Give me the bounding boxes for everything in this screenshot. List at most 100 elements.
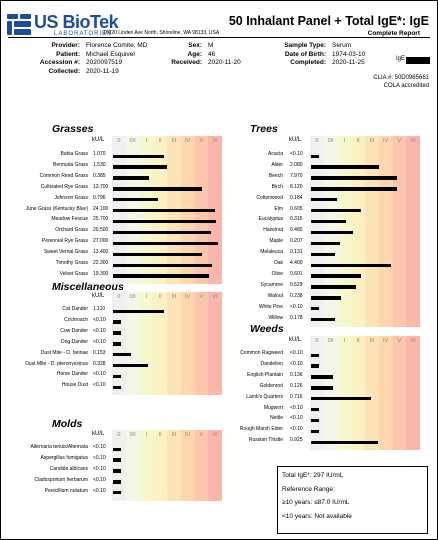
allergen-name: Perennial Rye Grass [41,238,88,245]
allergen-name: Aspergillus fumigatus [40,454,88,461]
sex-value: M [208,42,214,49]
result-bar [311,418,319,423]
result-row: Sycamore 0.529 [0,282,438,293]
age-value: 46 [208,50,216,58]
result-bar [311,165,380,169]
completed-label: Completed: [290,59,326,67]
allergen-value: 0.480 [290,227,303,234]
allergen-value: <0.10 [93,327,106,334]
class-label: I [139,292,154,396]
allergen-name: Olive [271,270,283,277]
allergen-value: <0.10 [290,415,303,422]
age-label: Age: [187,50,202,58]
result-bar [311,307,319,311]
class-scale-band: 0 0/I I II III IV V VI [310,336,420,451]
result-row: Rough Marsh Elder <0.10 [0,426,438,437]
allergen-name: Nettle [269,415,283,422]
result-row: Elm 0.605 [0,206,438,217]
allergen-name: Orchard Grass [55,227,88,234]
result-bar [311,285,357,289]
result-row: English Plantain 0.136 [0,372,438,383]
allergen-value: <0.10 [93,444,106,450]
allergen-name: English Plantain [247,371,283,378]
total-ige: Total IgE*: 297 IU/mL [282,472,344,479]
allergen-name: Elm [274,205,283,212]
result-bar [113,252,202,256]
result-row: Beech 7.970 [0,173,438,184]
allergen-value: 0.136 [290,371,303,378]
result-bar [113,364,148,368]
result-bar [311,187,398,191]
result-bar [113,209,215,213]
result-bar [113,230,212,235]
result-row: Dandelion <0.10 [0,361,438,372]
result-row: House Dust <0.10 [0,382,438,393]
clia-info: CLIA #: 50D0965661 COLA accredited [373,74,429,90]
result-bar [311,408,319,412]
allergen-name: Sweet Vernal Grass [43,249,88,256]
allergen-name: Russian Thistle [248,437,283,444]
result-row: Goldenrod 0.126 [0,383,438,394]
sample-type-value: Serum [332,42,352,49]
brand-name: US BioTek [34,12,119,32]
result-bar [113,274,210,278]
allergen-name: Candida albicans [49,465,88,472]
result-bar [113,176,149,180]
class-label: III [167,430,181,501]
result-bar [113,385,121,390]
allergen-value: 0.131 [290,249,303,256]
class-scale-band: 0 0/I I II III IV V VI [112,292,222,396]
allergen-name: Rough Marsh Elder [239,426,283,433]
allergen-name: Alternaria tenuis/Alternata [30,444,88,450]
result-bar [311,397,372,401]
allergen-name: Cottonwood [256,194,283,201]
result-row: Johnson Grass 0.796 [0,195,438,206]
result-row: Sweet Vernal Grass 13.400 [0,249,438,260]
result-row: Mugwort <0.10 [0,405,438,416]
class-label: III [365,136,379,328]
allergen-value: 19.300 [93,270,109,277]
result-bar [113,458,121,462]
result-row: Horse Dander <0.10 [0,371,438,382]
class-label: V [194,430,209,501]
allergen-value: 0.529 [290,281,303,288]
result-row: Dust Mite - D. pteronyssinus 0.328 [0,361,438,372]
received-value: 2020-11-20 [208,59,241,67]
lab-address: 16020 Linden Ave North, Shoreline, WA 98… [103,30,220,36]
allergen-name: Velvet Grass [59,270,88,277]
patient-value: Michael Esquivel [86,50,135,58]
result-bar [113,187,202,191]
result-row: Common Ragweed <0.10 [0,350,438,361]
allergen-name: House Dust [61,382,88,389]
allergen-name: Walnut [267,292,283,299]
allergen-value: <0.10 [93,382,106,389]
allergen-name: Common Ragweed [240,350,283,356]
unit-label: kU/L [289,137,302,143]
allergen-name: Cultivated Rye Grass [40,183,88,190]
received-label: Received: [171,59,202,67]
section-title: Miscellaneous [52,281,124,293]
result-bar [311,386,333,390]
allergen-name: Birch [271,183,283,190]
allergen-name: Hazelnut [263,227,283,234]
allergen-value: 13.700 [93,183,109,190]
sex-label: Sex: [188,42,202,49]
result-row: Willow 0.178 [0,315,438,326]
section-title: Trees [250,123,278,135]
class-label: 0/I [125,430,140,501]
allergen-name: June Grass (Kentucky Blue) [25,205,88,212]
allergen-value: 0.716 [290,393,303,400]
allergen-value: 20.500 [93,227,109,234]
allergen-name: Alder [271,161,283,168]
class-label: V [392,136,407,328]
result-row: Olive 0.601 [0,271,438,282]
result-bar [113,374,121,379]
allergen-value: <0.10 [290,303,303,310]
allergen-name: Oak [273,260,283,266]
allergen-name: Meadow Fescue [51,216,88,223]
allergen-value: <0.10 [93,338,106,345]
result-bar [113,241,218,246]
allergen-name: Dog Dander [61,338,88,345]
result-bar [113,263,213,267]
allergen-value: 25.700 [93,216,109,223]
